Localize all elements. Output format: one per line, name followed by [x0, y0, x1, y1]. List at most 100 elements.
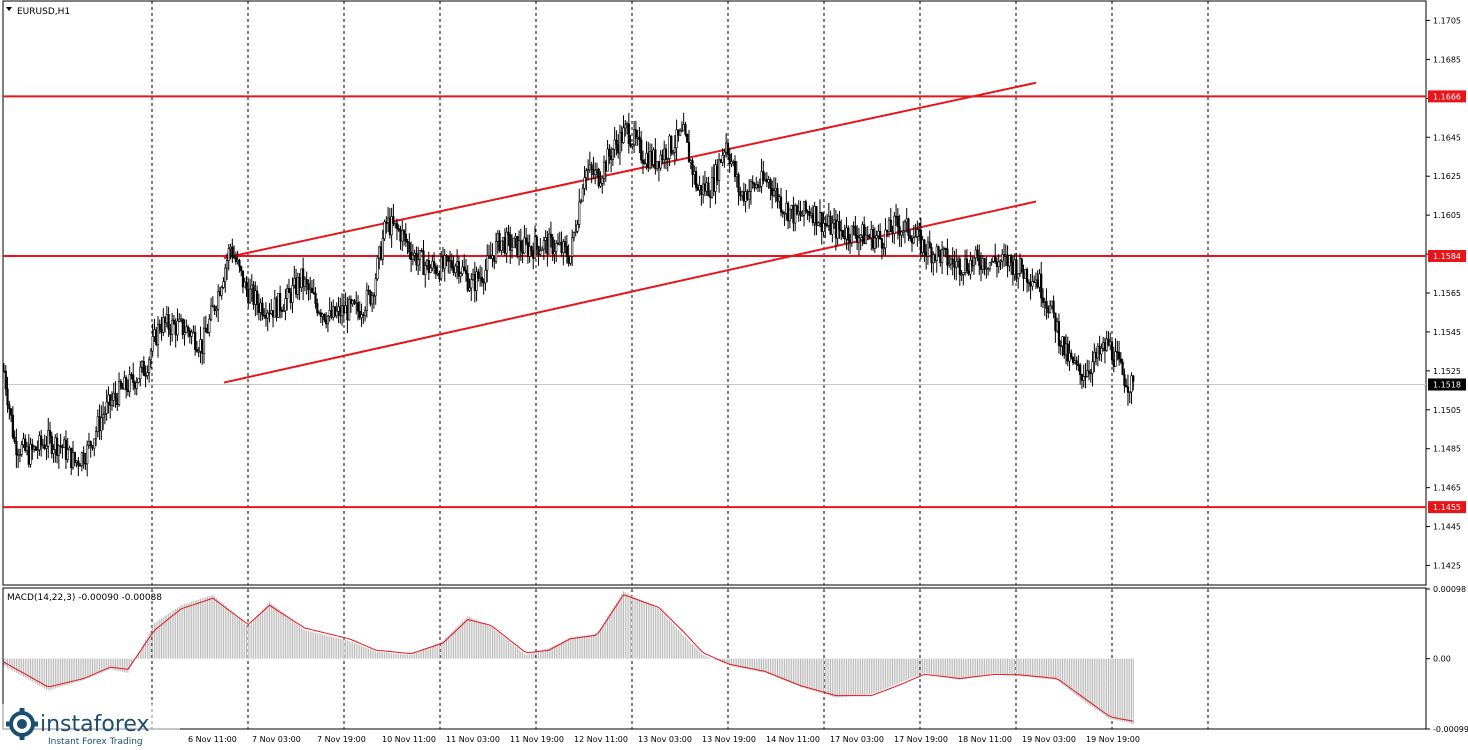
candle[interactable]: [794, 203, 797, 232]
candle[interactable]: [310, 280, 314, 294]
candle[interactable]: [114, 381, 117, 408]
candle[interactable]: [671, 149, 675, 156]
candle[interactable]: [241, 270, 245, 294]
candle[interactable]: [748, 179, 751, 209]
candle[interactable]: [914, 223, 917, 239]
candle[interactable]: [854, 216, 857, 239]
candle[interactable]: [360, 303, 363, 327]
candle[interactable]: [137, 378, 140, 384]
candle[interactable]: [850, 225, 853, 247]
candle[interactable]: [972, 256, 976, 276]
candle[interactable]: [562, 238, 565, 266]
candle[interactable]: [634, 120, 637, 147]
candle[interactable]: [859, 233, 862, 251]
price-axis[interactable]: 1.17051.16851.16651.16451.16251.16051.15…: [1426, 16, 1466, 571]
candle[interactable]: [291, 277, 294, 314]
candle[interactable]: [841, 230, 845, 239]
candle[interactable]: [93, 438, 96, 457]
candle[interactable]: [572, 231, 576, 242]
candle[interactable]: [1010, 253, 1013, 275]
candle[interactable]: [34, 445, 37, 451]
candle[interactable]: [240, 265, 243, 277]
candle[interactable]: [912, 225, 915, 245]
candle[interactable]: [11, 406, 14, 440]
candle[interactable]: [475, 266, 478, 302]
candle[interactable]: [1126, 374, 1130, 406]
candle[interactable]: [498, 230, 501, 253]
candle[interactable]: [286, 284, 289, 311]
candle[interactable]: [234, 251, 237, 265]
candle[interactable]: [424, 261, 427, 288]
candle[interactable]: [898, 214, 901, 247]
candle[interactable]: [156, 316, 160, 358]
candle[interactable]: [937, 245, 940, 257]
candle[interactable]: [654, 138, 657, 175]
candle[interactable]: [815, 206, 818, 236]
candle[interactable]: [551, 233, 554, 262]
candle[interactable]: [202, 316, 206, 364]
candle[interactable]: [958, 256, 961, 286]
candle[interactable]: [680, 121, 684, 133]
candle[interactable]: [100, 405, 103, 441]
candle[interactable]: [594, 162, 597, 185]
candle[interactable]: [882, 242, 885, 256]
candle[interactable]: [125, 375, 128, 399]
candle[interactable]: [795, 204, 799, 216]
candle[interactable]: [962, 272, 965, 286]
candle[interactable]: [348, 295, 351, 321]
candle[interactable]: [434, 263, 437, 279]
candle[interactable]: [916, 220, 919, 247]
candle[interactable]: [838, 211, 841, 239]
candle[interactable]: [279, 285, 282, 319]
candle[interactable]: [516, 236, 519, 259]
candle[interactable]: [195, 341, 199, 353]
candle[interactable]: [326, 315, 330, 333]
candle[interactable]: [415, 246, 418, 271]
candle[interactable]: [66, 438, 69, 463]
candle[interactable]: [917, 222, 921, 242]
candle[interactable]: [18, 448, 22, 463]
candle[interactable]: [684, 121, 687, 137]
candle[interactable]: [519, 228, 522, 261]
candle[interactable]: [969, 251, 972, 280]
candle[interactable]: [762, 161, 765, 185]
candle[interactable]: [822, 212, 825, 237]
candle[interactable]: [863, 216, 866, 245]
candle[interactable]: [433, 252, 436, 275]
candle[interactable]: [1071, 356, 1075, 366]
candle[interactable]: [569, 256, 572, 266]
candle[interactable]: [1086, 359, 1089, 378]
candle[interactable]: [571, 229, 574, 267]
candle[interactable]: [1125, 378, 1128, 388]
candle[interactable]: [831, 215, 834, 243]
candle[interactable]: [73, 451, 76, 467]
candle[interactable]: [52, 444, 55, 463]
candle[interactable]: [730, 153, 733, 168]
candle[interactable]: [694, 166, 698, 192]
channel-upper-line[interactable]: [223, 81, 1037, 259]
candle[interactable]: [110, 391, 114, 411]
candle[interactable]: [788, 208, 791, 229]
candle[interactable]: [597, 167, 600, 189]
candle[interactable]: [94, 426, 98, 447]
candle[interactable]: [390, 207, 393, 248]
candle[interactable]: [540, 246, 544, 252]
candle[interactable]: [1025, 267, 1029, 293]
candle[interactable]: [1121, 358, 1124, 376]
candle[interactable]: [102, 401, 105, 430]
candle[interactable]: [404, 223, 407, 248]
candle[interactable]: [581, 184, 584, 202]
candle[interactable]: [875, 230, 878, 249]
candle[interactable]: [721, 148, 724, 166]
candle[interactable]: [549, 221, 553, 248]
candle[interactable]: [880, 237, 884, 260]
candle[interactable]: [960, 270, 963, 281]
candle[interactable]: [884, 218, 887, 256]
candle[interactable]: [553, 239, 556, 264]
candle[interactable]: [314, 287, 317, 309]
candle[interactable]: [117, 372, 121, 407]
candle[interactable]: [148, 356, 151, 383]
candle[interactable]: [103, 406, 106, 425]
candle[interactable]: [401, 220, 404, 252]
candle[interactable]: [459, 271, 462, 283]
